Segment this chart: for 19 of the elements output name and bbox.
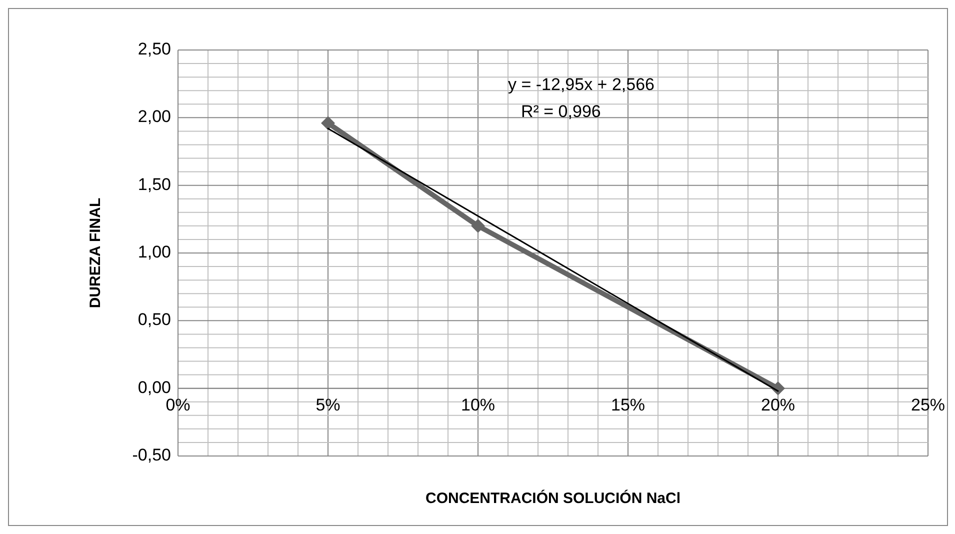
x-tick-label: 10% (460, 395, 496, 414)
x-tick-label: 15% (610, 395, 646, 414)
annotation: y = -12,95x + 2,566 (508, 75, 654, 94)
point (321, 116, 335, 130)
annotation: R² = 0,996 (521, 102, 601, 121)
x-tick-label: 25% (910, 395, 946, 414)
x-tick-label: 5% (316, 395, 340, 414)
y-tick-label: 1,50 (138, 174, 171, 194)
y-tick-label: 2,00 (138, 107, 171, 126)
y-tick-label: -0,50 (132, 445, 171, 464)
x-axis-title: CONCENTRACIÓN SOLUCIÓN NaCl (425, 489, 681, 507)
y-axis-title: DUREZA FINAL (87, 198, 104, 308)
point (471, 218, 485, 233)
y-tick-label: 1,00 (138, 242, 171, 262)
x-tick-label: 20% (760, 395, 796, 414)
x-tick-label: 0% (166, 395, 190, 414)
y-tick-label: 0,00 (138, 378, 171, 397)
y-tick-label: 2,50 (138, 39, 171, 58)
y-tick-label: 0,50 (138, 310, 171, 330)
